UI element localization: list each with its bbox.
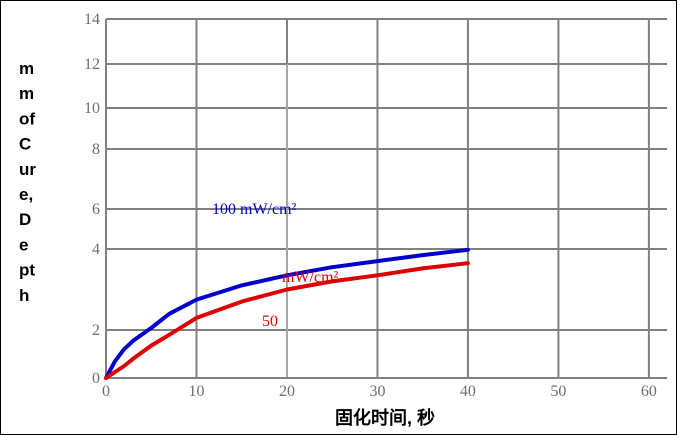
x-tick-label: 30 — [369, 383, 385, 400]
x-tick-label: 0 — [102, 383, 110, 400]
y-tick-label: 2 — [92, 322, 100, 339]
x-tick-label: 20 — [279, 383, 295, 400]
series-label-50-unit: mW/cm² — [282, 269, 339, 286]
y-tick-label: 12 — [84, 56, 100, 73]
series-line-0 — [104, 247, 470, 380]
y-axis-label-line: m — [19, 84, 34, 103]
y-axis-label-line: C — [19, 135, 31, 154]
series-label-50-value: 50 — [262, 313, 278, 330]
y-axis-label-line: m — [19, 59, 34, 78]
series-line-1 — [104, 261, 470, 380]
axes — [105, 19, 667, 379]
x-axis-label: 固化时间, 秒 — [335, 407, 435, 428]
y-tick-label: 14 — [84, 11, 100, 28]
x-tick-label: 50 — [550, 383, 566, 400]
y-axis-label-line: of — [19, 109, 35, 128]
y-tick-label: 0 — [92, 370, 100, 387]
y-tick-label: 10 — [84, 100, 100, 117]
y-axis-label-line: h — [19, 286, 29, 305]
y-axis-label-line: e — [19, 235, 28, 254]
x-tick-label: 60 — [641, 383, 657, 400]
tick-labels: 0 10 20 30 40 50 60 0 2 4 6 8 10 12 14 — [84, 11, 657, 400]
y-tick-label: 8 — [92, 141, 100, 158]
y-axis-label-line: ur — [19, 160, 36, 179]
y-axis-label-line: pt — [19, 261, 35, 280]
y-tick-label: 6 — [92, 201, 100, 218]
series-label-100: 100 mW/cm² — [212, 201, 297, 218]
y-axis-label-line: e, — [19, 185, 33, 204]
y-axis-label: mm of Cur e, De pt h — [19, 59, 36, 305]
y-axis-label-line: D — [19, 210, 31, 229]
x-tick-label: 10 — [188, 383, 204, 400]
y-tick-label: 4 — [92, 241, 100, 258]
x-tick-label: 40 — [460, 383, 476, 400]
series-lines — [104, 247, 470, 380]
